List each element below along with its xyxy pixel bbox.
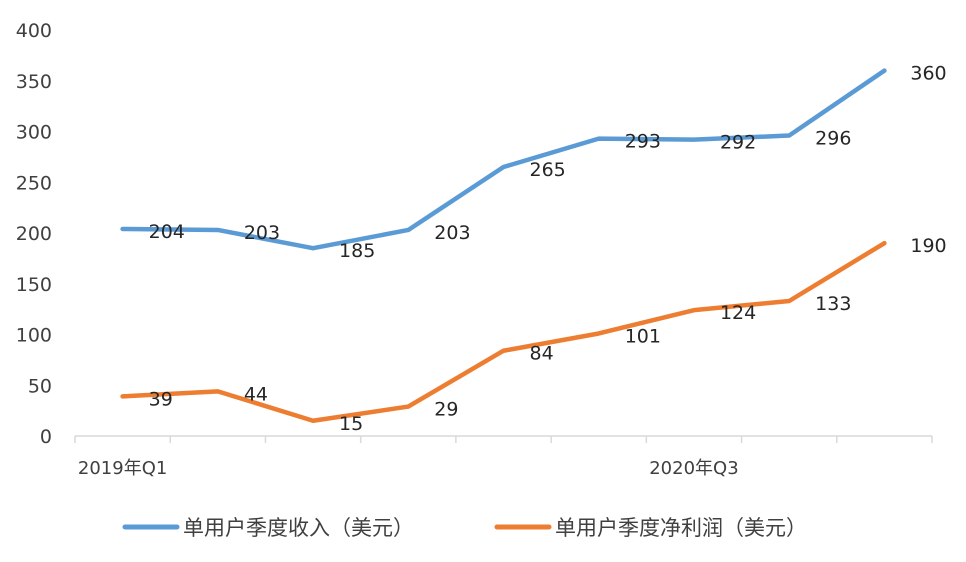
data-point — [596, 136, 601, 141]
data-point — [501, 165, 506, 170]
y-tick-label: 250 — [16, 172, 52, 194]
y-tick-label: 350 — [16, 71, 52, 93]
data-label: 124 — [720, 302, 756, 324]
y-tick-label: 200 — [16, 223, 52, 245]
data-label: 293 — [625, 131, 661, 153]
y-axis: 0 50 100 150 200 250 300 350 400 — [16, 20, 52, 448]
data-point — [596, 331, 601, 336]
data-label: 292 — [720, 132, 756, 154]
data-point — [311, 418, 316, 423]
legend-label-2: 单用户季度净利润（美元） — [555, 516, 807, 540]
legend: 单用户季度收入（美元） 单用户季度净利润（美元） — [122, 516, 807, 540]
data-point — [787, 133, 792, 138]
series-group: 204 203 185 203 265 293 292 296 360 39 44 15 29 84 101… — [120, 63, 947, 435]
data-label: 15 — [339, 413, 363, 435]
data-label: 84 — [530, 343, 554, 365]
series-line-1 — [120, 68, 887, 251]
y-tick-label: 0 — [40, 426, 52, 448]
y-tick-label: 50 — [28, 375, 52, 397]
data-point — [120, 394, 125, 399]
data-label: 204 — [149, 221, 185, 243]
data-point — [882, 68, 887, 73]
data-point — [406, 404, 411, 409]
x-tick-label: 2019年Q1 — [78, 458, 167, 479]
data-point — [787, 299, 792, 304]
data-point — [882, 241, 887, 246]
data-label: 29 — [434, 399, 458, 421]
data-label: 360 — [910, 63, 946, 85]
y-tick-label: 100 — [16, 325, 52, 347]
y-tick-label: 300 — [16, 122, 52, 144]
data-point — [311, 246, 316, 251]
data-point — [691, 137, 696, 142]
x-tick-label: 2020年Q3 — [649, 458, 738, 479]
data-label: 101 — [625, 325, 661, 347]
data-point — [406, 227, 411, 232]
data-label: 44 — [244, 383, 268, 405]
data-label: 296 — [815, 128, 851, 150]
series-line-2 — [120, 240, 887, 424]
y-tick-label: 150 — [16, 274, 52, 296]
data-point — [120, 226, 125, 231]
data-label: 203 — [244, 222, 280, 244]
data-point — [215, 227, 220, 232]
data-point — [691, 308, 696, 313]
legend-label-1: 单用户季度收入（美元） — [183, 516, 414, 540]
data-label: 265 — [530, 159, 566, 181]
data-label: 133 — [815, 293, 851, 315]
data-label: 190 — [910, 235, 946, 257]
data-point — [501, 348, 506, 353]
data-point — [215, 389, 220, 394]
y-tick-label: 400 — [16, 20, 52, 42]
data-label: 185 — [339, 240, 375, 262]
data-label: 39 — [149, 388, 173, 410]
x-axis: 2019年Q1 2020年Q3 — [74, 435, 933, 479]
data-label: 203 — [434, 222, 470, 244]
